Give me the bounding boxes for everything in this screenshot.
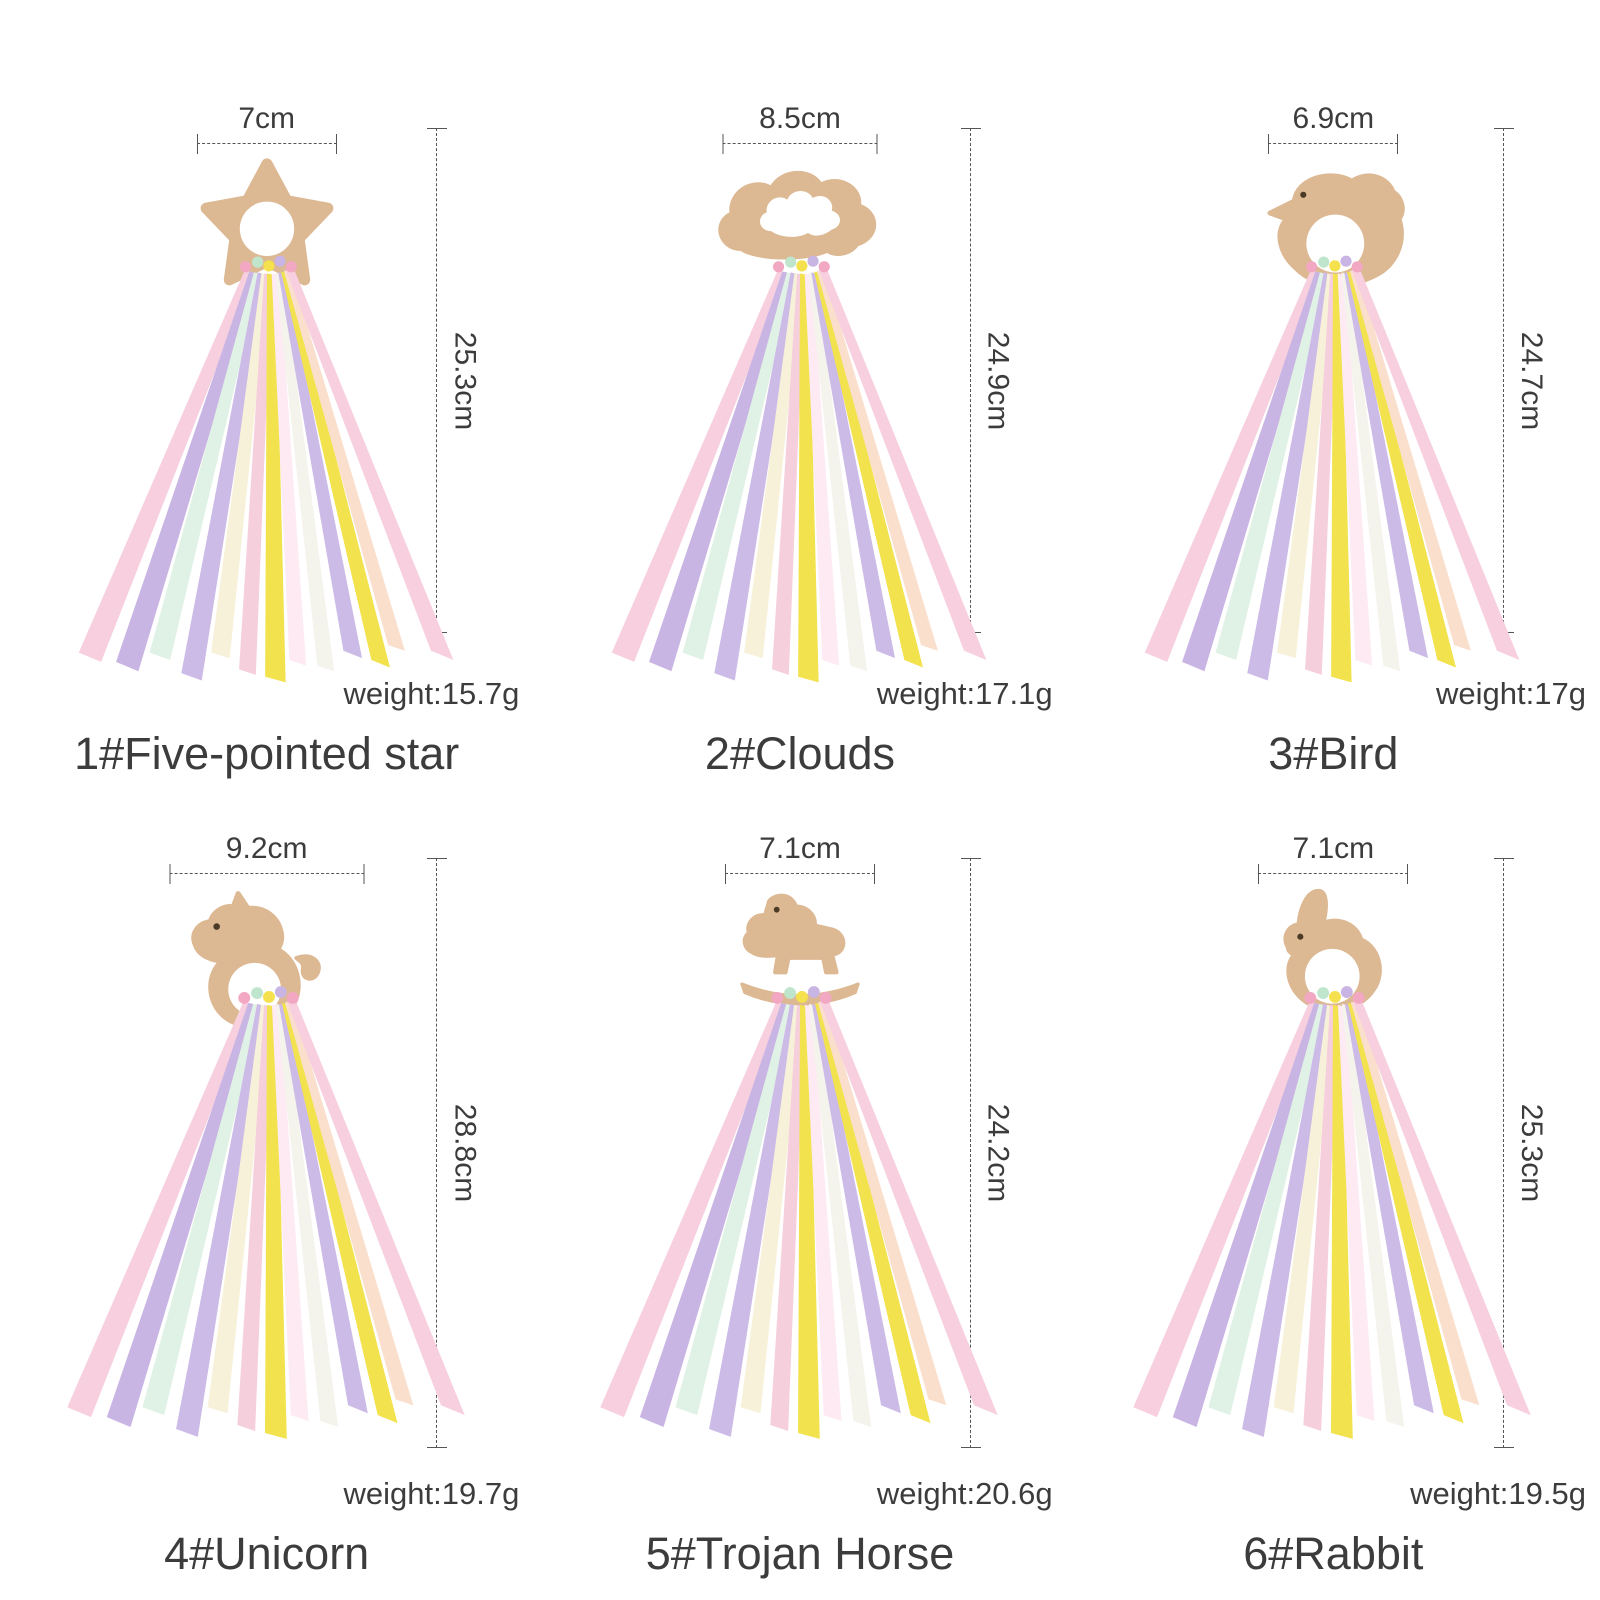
weight-label: weight:19.7g xyxy=(343,1476,520,1511)
height-dimension-line xyxy=(1502,858,1504,1448)
width-dimension: 7.1cm xyxy=(724,832,875,884)
height-dimension: 25.3cm xyxy=(1493,858,1548,1448)
ribbon-tassel-icon xyxy=(1128,250,1538,688)
height-dimension: 24.9cm xyxy=(960,128,1015,633)
width-label: 7.1cm xyxy=(1292,832,1375,865)
ribbon-tassel-icon xyxy=(595,250,1005,688)
height-dimension-line xyxy=(1502,128,1504,633)
product-name: 1#Five-pointed star xyxy=(74,728,460,779)
height-dimension-line xyxy=(436,128,438,633)
width-label: 9.2cm xyxy=(225,832,308,865)
product-card-unicorn: 9.2cm 28.8cm weight:19.7g 4#Unicorn xyxy=(0,800,533,1600)
product-card-bird: 6.9cm 24.7cm weight:17g 3#Bird xyxy=(1067,0,1600,800)
product-name: 6#Rabbit xyxy=(1243,1528,1424,1579)
height-label: 25.3cm xyxy=(1514,1103,1548,1203)
product-name: 3#Bird xyxy=(1268,728,1399,779)
height-dimension: 24.7cm xyxy=(1493,128,1548,633)
ribbon-tassel-icon xyxy=(62,250,472,688)
height-dimension-line xyxy=(436,858,438,1448)
weight-label: weight:17g xyxy=(1436,676,1586,711)
width-dimension: 7.1cm xyxy=(1258,832,1409,884)
weight-label: weight:20.6g xyxy=(876,1476,1053,1511)
product-name: 5#Trojan Horse xyxy=(645,1528,955,1579)
height-dimension-line xyxy=(969,858,971,1448)
height-dimension: 28.8cm xyxy=(427,858,481,1448)
width-dimension-line xyxy=(1258,873,1409,874)
product-card-trojan-horse: 7.1cm 24.2cm weight:20.6g 5#Trojan Horse xyxy=(533,800,1066,1600)
product-card-rabbit: 7.1cm 25.3cm weight:19.5g 6#Rabbit xyxy=(1067,800,1600,1600)
width-dimension-line xyxy=(196,143,337,144)
height-dimension-line xyxy=(969,128,971,633)
height-dimension: 25.3cm xyxy=(427,128,481,633)
product-name: 4#Unicorn xyxy=(164,1528,370,1579)
cloud-charm-icon xyxy=(718,170,877,260)
product-name: 2#Clouds xyxy=(704,728,896,779)
height-label: 25.3cm xyxy=(448,331,482,430)
ribbon-tassel-icon xyxy=(1116,980,1551,1445)
width-dimension: 8.5cm xyxy=(722,102,878,154)
product-card-clouds: 8.5cm 24.9cm weight:17.1g 2#Clouds xyxy=(533,0,1066,800)
width-dimension-line xyxy=(724,873,875,874)
height-label: 24.9cm xyxy=(981,331,1015,430)
weight-label: weight:17.1g xyxy=(876,676,1053,711)
height-label: 24.7cm xyxy=(1514,331,1548,430)
ribbon-tassel-icon xyxy=(582,980,1017,1445)
width-label: 8.5cm xyxy=(759,102,841,135)
width-dimension-line xyxy=(1268,143,1399,144)
height-label: 24.2cm xyxy=(981,1103,1015,1203)
height-dimension: 24.2cm xyxy=(960,858,1015,1448)
height-label: 28.8cm xyxy=(448,1103,482,1203)
product-card-star: 7cm 25.3cm weight:15.7g 1#Five-pointed s… xyxy=(0,0,533,800)
width-dimension-line xyxy=(722,143,878,144)
width-dimension: 9.2cm xyxy=(169,832,365,884)
width-dimension: 7cm xyxy=(196,102,337,154)
ribbon-tassel-icon xyxy=(49,980,484,1445)
weight-label: weight:19.5g xyxy=(1410,1476,1586,1511)
width-dimension-line xyxy=(169,873,365,874)
weight-label: weight:15.7g xyxy=(343,676,520,711)
width-label: 6.9cm xyxy=(1292,102,1375,135)
width-label: 7.1cm xyxy=(759,832,841,865)
width-label: 7cm xyxy=(238,102,295,135)
width-dimension: 6.9cm xyxy=(1268,102,1399,154)
